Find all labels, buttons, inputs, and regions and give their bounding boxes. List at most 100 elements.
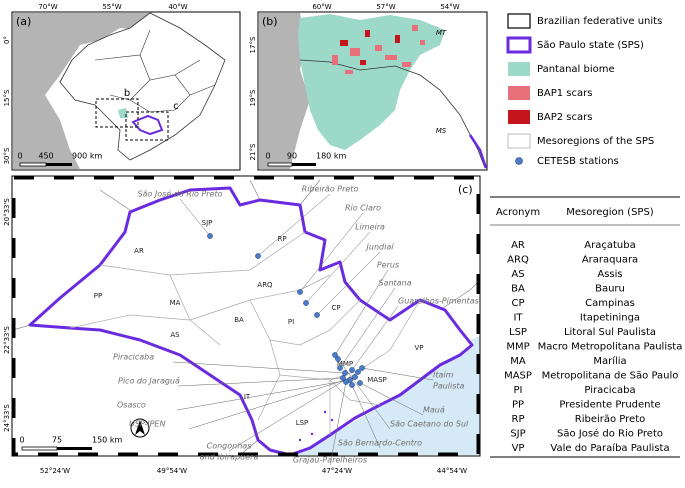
label: 900 km	[72, 152, 102, 161]
label: VP	[512, 443, 525, 454]
leader-line	[179, 198, 211, 237]
scars	[332, 25, 425, 74]
station	[332, 352, 338, 358]
scale-bar	[19, 162, 47, 167]
legend-swatch	[508, 62, 530, 76]
label: (c)	[458, 183, 473, 196]
label: 49°54'W	[157, 467, 187, 475]
label: Jundiaí	[365, 243, 396, 252]
label: São José do Rio Preto	[557, 428, 663, 440]
scar	[365, 30, 370, 37]
island	[330, 418, 334, 422]
north-arrow	[135, 420, 145, 435]
label: MMP	[337, 360, 353, 368]
label: VP	[414, 344, 423, 352]
legend-swatch	[515, 157, 523, 165]
legend-swatch	[508, 110, 530, 124]
station	[337, 365, 343, 371]
leader-line	[176, 379, 351, 411]
station	[349, 367, 355, 373]
label: 180 km	[316, 152, 346, 161]
leader-line	[329, 381, 347, 466]
label: and Ibirapuera	[200, 453, 259, 462]
station	[314, 312, 320, 318]
label: Metropolitana de São Paulo	[542, 371, 679, 382]
label: Presidente Prudente	[559, 400, 660, 411]
label: 70°W	[38, 3, 57, 11]
leader-line	[228, 371, 359, 452]
label: 75	[52, 436, 62, 445]
box-b	[95, 98, 139, 128]
label: Vale do Paraíba Paulista	[550, 442, 669, 454]
legend-swatch	[507, 133, 531, 149]
label: BA	[234, 316, 244, 324]
leader-line	[361, 367, 434, 381]
label: Litoral Sul Paulista	[564, 327, 656, 338]
scale-bar	[21, 446, 58, 451]
station	[359, 365, 365, 371]
label: 24°33'S	[3, 404, 11, 432]
leader-line	[351, 305, 399, 371]
label: USP-IPEN	[129, 420, 165, 429]
label: Grajaú-Parelheiros	[293, 456, 367, 465]
leader-line	[334, 269, 389, 356]
pantanal	[298, 14, 445, 150]
scar	[412, 25, 418, 31]
scar	[375, 45, 382, 51]
label: SJP	[510, 429, 525, 440]
station	[342, 370, 348, 376]
label: PP	[512, 400, 524, 411]
label: 22°33'S	[3, 326, 11, 354]
label: RP	[277, 235, 286, 243]
label: 90	[287, 152, 297, 161]
label: 47°24'W	[322, 467, 352, 475]
scar	[350, 48, 360, 56]
label: ARQ	[507, 255, 529, 266]
label: PI	[514, 385, 523, 396]
label: Itapetininga	[580, 313, 640, 324]
label: Pantanal biome	[537, 64, 615, 75]
label: Pico do Jaraguá	[118, 377, 180, 386]
sps-outline	[468, 134, 488, 169]
label: Mesoregions of the SPS	[537, 136, 654, 147]
leader-line	[188, 376, 356, 430]
label: Acronym	[496, 207, 540, 218]
label: 0	[19, 436, 24, 445]
label: 55°W	[102, 3, 121, 11]
label: Assis	[597, 269, 622, 280]
station	[303, 300, 309, 306]
label: Campinas	[585, 298, 635, 309]
label: IT	[513, 313, 523, 324]
label: São Paulo state (SPS)	[537, 40, 644, 51]
scale-bar	[267, 162, 293, 167]
label: Osasco	[117, 401, 146, 410]
label: Perus	[377, 261, 399, 270]
label: b	[124, 88, 130, 99]
label: 30°S	[3, 147, 11, 164]
label: c	[173, 101, 179, 112]
label: 0	[17, 152, 22, 161]
label: Paulista	[433, 382, 465, 391]
label: 450	[38, 152, 53, 161]
label: AR	[134, 247, 144, 255]
scar	[395, 35, 400, 43]
label: AR	[511, 240, 525, 251]
leader-line	[257, 193, 331, 257]
label: 54°W	[440, 3, 459, 11]
label: PI	[288, 318, 294, 326]
station	[207, 233, 213, 239]
label: 0	[265, 152, 270, 161]
label: 20°33'S	[3, 198, 11, 226]
label: Mauá	[423, 406, 445, 415]
panel-c-frame	[11, 175, 481, 457]
label: IT	[244, 393, 251, 401]
leader-line	[172, 361, 346, 374]
label: MASP	[367, 376, 387, 384]
label: CP	[511, 298, 524, 309]
label: 21°S	[249, 143, 257, 160]
station	[297, 289, 303, 295]
label: Itaim	[433, 371, 454, 380]
panel-c-frame	[12, 176, 480, 456]
label: MS	[436, 127, 447, 135]
